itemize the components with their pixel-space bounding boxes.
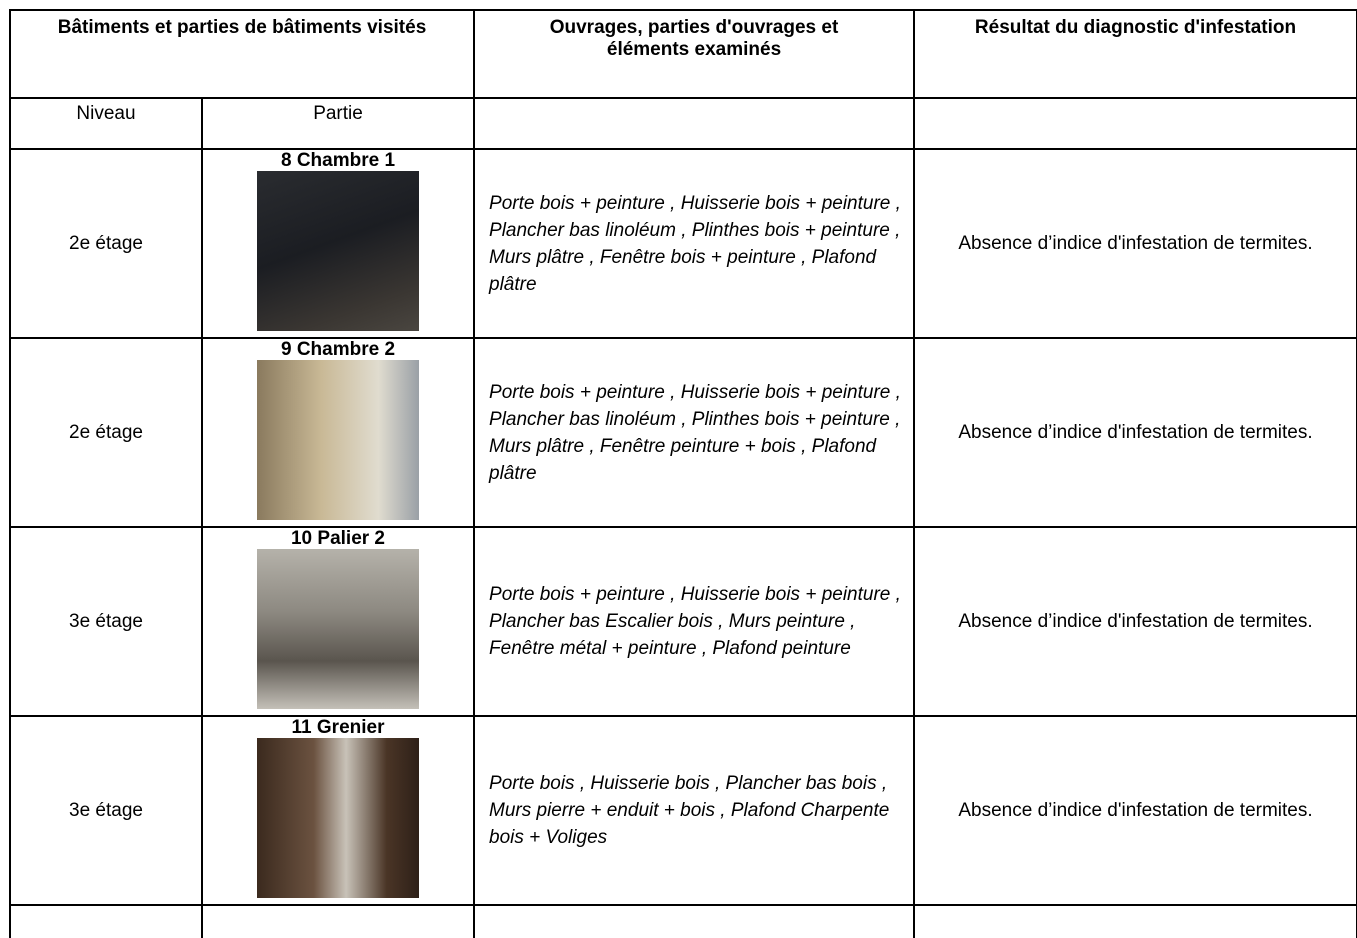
subheader-cell: Partie (200, 97, 476, 150)
result-cell: Absence d’indice d'infestation de termit… (913, 715, 1357, 906)
part-cell: 9 Chambre 2 (200, 337, 476, 528)
level-cell: 3e étage (9, 715, 203, 906)
part-cell: 11 Grenier (200, 715, 476, 906)
header-cell: Ouvrages, parties d'ouvrages et éléments… (473, 9, 916, 99)
part-title: 8 Chambre 1 (280, 150, 396, 171)
level-cell: 2e étage (9, 337, 203, 528)
header-text: Résultat du diagnostic d'infestation (974, 17, 1297, 38)
empty-row (9, 904, 1357, 938)
result-cell: Absence d’indice d'infestation de termit… (913, 526, 1357, 717)
photo (257, 171, 419, 331)
subheader-cell: Niveau (9, 97, 203, 150)
elements-cell: Porte bois + peinture , Huisserie bois +… (473, 526, 916, 717)
empty-cell (473, 97, 916, 150)
header-cell: Bâtiments et parties de bâtiments visité… (9, 9, 476, 99)
elements-cell: Porte bois + peinture , Huisserie bois +… (473, 148, 916, 339)
elements-cell: Porte bois , Huisserie bois , Plancher b… (473, 715, 916, 906)
part-title: 11 Grenier (291, 717, 385, 738)
empty-cell (913, 97, 1357, 150)
table-row: 2e étage 9 Chambre 2 Porte bois + peintu… (9, 337, 1357, 528)
header-cell: Résultat du diagnostic d'infestation (913, 9, 1357, 99)
table-frame: Bâtiments et parties de bâtiments visité… (9, 9, 1357, 938)
result-cell: Absence d’indice d'infestation de termit… (913, 337, 1357, 528)
empty-cell (473, 904, 916, 938)
part-cell: 8 Chambre 1 (200, 148, 476, 339)
table-row: 3e étage 10 Palier 2 Porte bois + peintu… (9, 526, 1357, 717)
part-title: 10 Palier 2 (290, 528, 386, 549)
part-title: 9 Chambre 2 (280, 339, 396, 360)
empty-cell (913, 904, 1357, 938)
photo (257, 738, 419, 898)
subheader-row: Niveau Partie (9, 97, 1357, 150)
subheader-text: Partie (313, 103, 363, 124)
level-cell: 2e étage (9, 148, 203, 339)
table-row: 2e étage 8 Chambre 1 Porte bois + peintu… (9, 148, 1357, 339)
part-cell: 10 Palier 2 (200, 526, 476, 717)
table-row: 3e étage 11 Grenier Porte bois , Huisser… (9, 715, 1357, 906)
level-cell: 3e étage (9, 526, 203, 717)
elements-cell: Porte bois + peinture , Huisserie bois +… (473, 337, 916, 528)
photo (257, 549, 419, 709)
header-row: Bâtiments et parties de bâtiments visité… (9, 9, 1357, 99)
empty-cell (9, 904, 203, 938)
result-cell: Absence d’indice d'infestation de termit… (913, 148, 1357, 339)
empty-cell (200, 904, 476, 938)
photo (257, 360, 419, 520)
subheader-text: Niveau (76, 103, 136, 124)
inspection-table: Bâtiments et parties de bâtiments visité… (9, 9, 1357, 938)
header-text: Ouvrages, parties d'ouvrages et éléments… (549, 17, 839, 60)
header-text: Bâtiments et parties de bâtiments visité… (57, 17, 427, 38)
